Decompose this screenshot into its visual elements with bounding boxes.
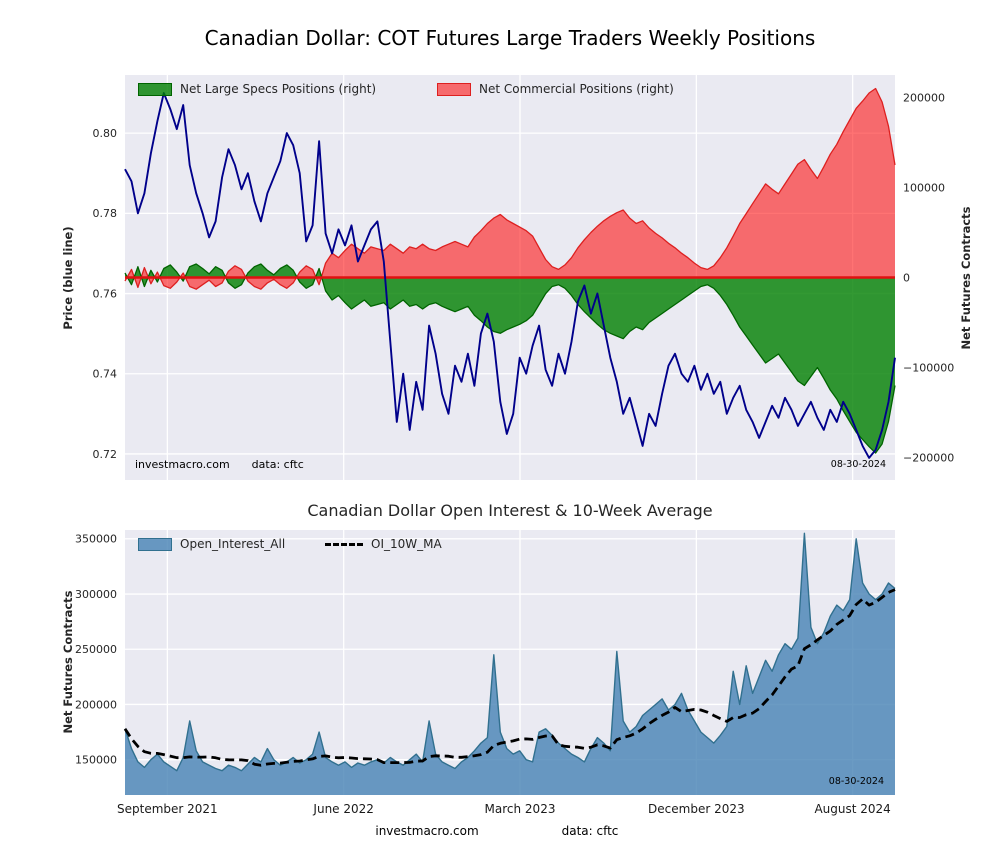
large-specs-swatch: [138, 82, 172, 96]
top-date-label: 08-30-2024: [830, 459, 886, 470]
net-commercial-area: [125, 88, 895, 290]
oi-ma-legend-label: OI_10W_MA: [371, 537, 442, 551]
top-right-tick-label: 200000: [903, 91, 945, 104]
x-tick-label: March 2023: [485, 802, 556, 816]
top-left-tick-label: 0.74: [93, 368, 118, 381]
top-right-tick-label: −100000: [903, 361, 954, 374]
bottom-chart-title: Canadian Dollar Open Interest & 10-Week …: [307, 501, 713, 520]
top-annotation: investmacro.com data: cftc: [135, 458, 304, 471]
open-interest-area: [125, 533, 895, 795]
page-title: Canadian Dollar: COT Futures Large Trade…: [204, 26, 816, 50]
legend-entry-commercials: Net Commercial Positions (right): [437, 82, 674, 96]
x-tick-label: June 2022: [312, 802, 374, 816]
open-interest-swatch: [138, 537, 172, 551]
net-commercial-edge: [124, 87, 896, 290]
large-specs-legend-label: Net Large Specs Positions (right): [180, 82, 377, 96]
bottom-left-tick-label: 300000: [75, 588, 117, 601]
commercials-legend-label: Net Commercial Positions (right): [479, 82, 674, 96]
bottom-left-tick-label: 250000: [75, 643, 117, 656]
x-tick-label: September 2021: [117, 802, 218, 816]
top-right-tick-label: 100000: [903, 181, 945, 194]
top-right-axis-label: Net Futures Contracts: [959, 206, 973, 350]
bottom-date-label: 08-30-2024: [828, 776, 884, 787]
open-interest-legend-label: Open_Interest_All: [180, 537, 286, 551]
open-interest-edge: [124, 532, 896, 772]
top-right-tick-label: −200000: [903, 451, 954, 464]
top-watermark-source: data: cftc: [251, 458, 304, 471]
x-tick-label: December 2023: [648, 802, 745, 816]
footer-source: data: cftc: [561, 824, 619, 838]
top-watermark-site: investmacro.com: [135, 458, 230, 471]
legend-entry-oi-ma: OI_10W_MA: [325, 537, 442, 551]
net-large-specs-area: [125, 264, 895, 453]
top-left-axis-label: Price (blue line): [61, 226, 75, 330]
net-large-specs-edge: [124, 263, 896, 454]
bottom-left-axis-label: Net Futures Contracts: [61, 590, 75, 734]
top-left-tick-label: 0.78: [93, 207, 118, 220]
top-left-tick-label: 0.76: [93, 287, 118, 300]
top-left-tick-label: 0.72: [93, 448, 118, 461]
legend-entry-large-specs: Net Large Specs Positions (right): [138, 82, 376, 96]
bottom-left-tick-label: 350000: [75, 533, 117, 546]
oi-10w-ma-line: [123, 588, 896, 767]
bottom-left-tick-label: 200000: [75, 698, 117, 711]
top-right-tick-label: 0: [903, 271, 910, 284]
price-line: [124, 92, 896, 459]
top-left-tick-label: 0.80: [93, 127, 118, 140]
legend-entry-open-interest: Open_Interest_All: [138, 537, 285, 551]
footer-site: investmacro.com: [375, 824, 479, 838]
bottom-left-tick-label: 150000: [75, 754, 117, 767]
commercials-swatch: [437, 82, 471, 96]
oi-ma-dash-swatch: [325, 542, 363, 546]
x-tick-label: August 2024: [814, 802, 890, 816]
